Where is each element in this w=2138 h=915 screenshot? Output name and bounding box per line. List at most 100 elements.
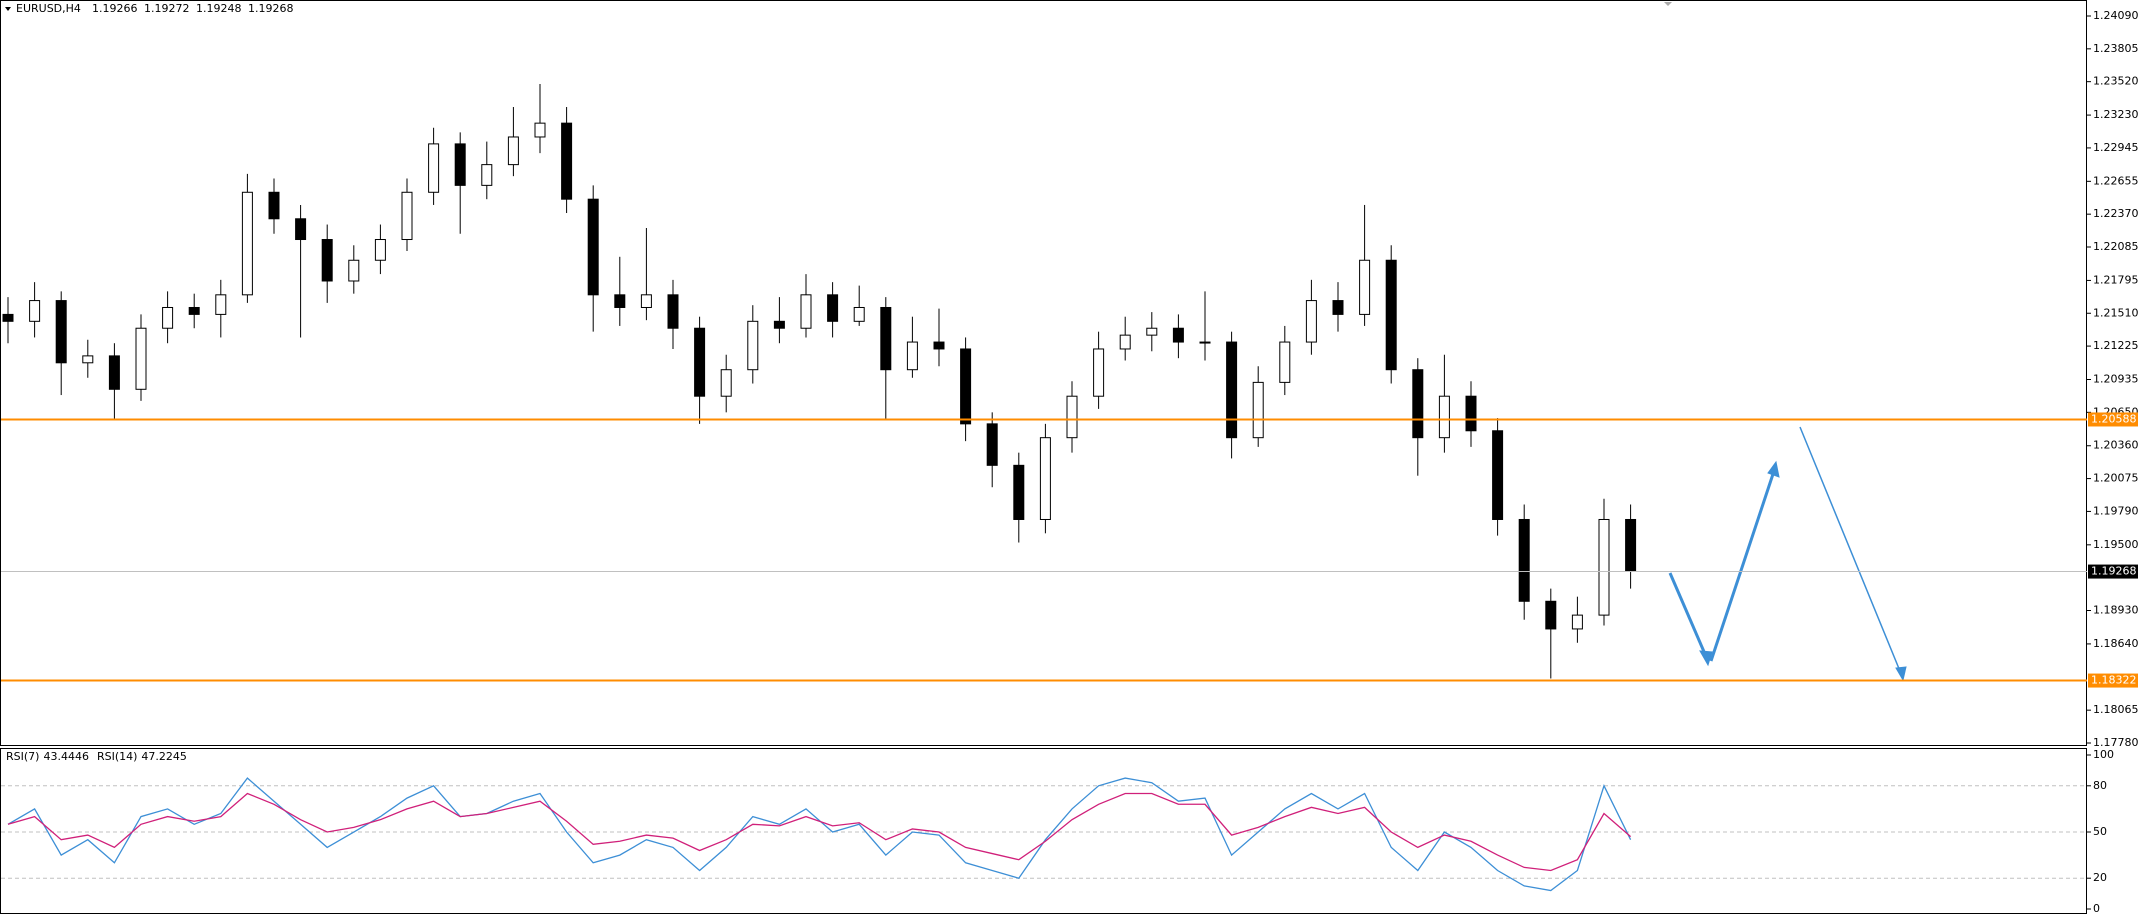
arrow-head xyxy=(1767,460,1780,478)
candle-body xyxy=(1279,341,1291,383)
candle-body xyxy=(1093,348,1105,397)
y-tick-label: 1.17780 xyxy=(2093,736,2138,749)
y-tick-label: 1.22655 xyxy=(2093,174,2138,187)
candle-body xyxy=(481,164,493,186)
candle-body xyxy=(55,300,67,364)
candle-body xyxy=(1545,600,1557,630)
candle-body xyxy=(1119,334,1131,350)
y-tick-label: 1.22370 xyxy=(2093,207,2138,220)
y-tick-label: 1.23520 xyxy=(2093,75,2138,88)
y-tick-label: 1.19500 xyxy=(2093,538,2138,551)
candle-body xyxy=(561,122,573,200)
y-tick-label: 0 xyxy=(2093,902,2100,915)
candle-body xyxy=(720,369,732,397)
candle-body xyxy=(614,294,626,308)
candle-body xyxy=(694,327,706,397)
candle-body xyxy=(1412,369,1424,439)
candle-body xyxy=(587,198,599,296)
candle-body xyxy=(215,294,227,315)
candle-body xyxy=(428,143,440,193)
candle-body xyxy=(374,239,386,261)
y-tick-label: 1.24090 xyxy=(2093,9,2138,22)
quote-value: 1.19268 xyxy=(248,2,294,15)
candle-body xyxy=(1625,518,1637,572)
candle-body xyxy=(1172,327,1184,343)
y-tick-label: 1.18930 xyxy=(2093,604,2138,617)
candle-body xyxy=(162,306,174,329)
candle-body xyxy=(241,191,253,296)
candle-body xyxy=(108,355,120,390)
candle-body xyxy=(986,423,998,466)
candle-body xyxy=(188,306,200,315)
arrow-head xyxy=(1895,666,1907,682)
candle-body xyxy=(507,136,519,166)
candle-body xyxy=(1598,518,1610,616)
candle-body xyxy=(747,320,759,371)
candle-body xyxy=(827,294,839,322)
candle-body xyxy=(853,306,865,322)
candle-body xyxy=(1146,327,1158,336)
y-tick-label: 1.22945 xyxy=(2093,141,2138,154)
y-tick-label: 1.23805 xyxy=(2093,42,2138,55)
candle-body xyxy=(295,218,307,241)
candle-body xyxy=(1305,300,1317,343)
y-tick-label: 1.19790 xyxy=(2093,504,2138,517)
y-tick-label: 1.22085 xyxy=(2093,240,2138,253)
candle-body xyxy=(1066,395,1078,439)
y-tick-label: 1.20360 xyxy=(2093,439,2138,452)
quote-value: 1.19272 xyxy=(144,2,190,15)
candle-body xyxy=(1039,437,1051,520)
y-tick-label: 50 xyxy=(2093,825,2107,838)
candle-body xyxy=(1518,518,1530,602)
candle-body xyxy=(960,348,972,425)
rsi-pane xyxy=(0,748,2087,914)
candle-body xyxy=(1199,341,1211,344)
candle-body xyxy=(640,294,652,308)
candle-body xyxy=(1252,381,1264,439)
candle-body xyxy=(534,122,546,138)
y-tick-label: 1.21795 xyxy=(2093,273,2138,286)
main-pane xyxy=(0,0,2087,746)
price-tag xyxy=(2088,564,2138,579)
candle-body xyxy=(135,327,147,390)
candle-body xyxy=(268,191,280,220)
candle-body xyxy=(1226,341,1238,439)
level-tag xyxy=(2088,673,2138,688)
candle-body xyxy=(348,259,360,282)
candle-body xyxy=(906,341,918,371)
candle-body xyxy=(401,191,413,241)
series-name: RSI(14) xyxy=(97,750,137,763)
candle-body xyxy=(1013,464,1025,520)
candle-body xyxy=(800,294,812,329)
candle-body xyxy=(1571,614,1583,630)
candle-body xyxy=(82,355,94,364)
y-tick-label: 1.21510 xyxy=(2093,306,2138,319)
shift-marker xyxy=(1664,2,1672,6)
candle-body xyxy=(667,294,679,329)
y-tick-label: 20 xyxy=(2093,871,2107,884)
candle-body xyxy=(773,320,785,329)
arrow xyxy=(1709,467,1777,662)
collapse-icon[interactable] xyxy=(5,7,11,11)
y-tick-label: 1.20075 xyxy=(2093,472,2138,485)
y-tick-label: 1.23230 xyxy=(2093,108,2138,121)
price-label: 1.19268 xyxy=(2091,565,2137,578)
candle-body xyxy=(1359,259,1371,315)
candle-body xyxy=(2,313,14,322)
candle-body xyxy=(29,300,41,322)
candle-body xyxy=(321,239,333,282)
level-label: 1.20588 xyxy=(2091,412,2137,425)
y-tick-label: 80 xyxy=(2093,779,2107,792)
arrow-head xyxy=(1699,650,1713,667)
y-tick-label: 1.20935 xyxy=(2093,373,2138,386)
candle-body xyxy=(880,306,892,371)
candle-body xyxy=(1492,430,1504,520)
candle-body xyxy=(1465,395,1477,432)
y-tick-label: 100 xyxy=(2093,748,2114,761)
y-tick-label: 1.18065 xyxy=(2093,703,2138,716)
candle-body xyxy=(454,143,466,186)
symbol: EURUSD,H4 xyxy=(16,2,81,15)
quote-value: 1.19266 xyxy=(92,2,138,15)
